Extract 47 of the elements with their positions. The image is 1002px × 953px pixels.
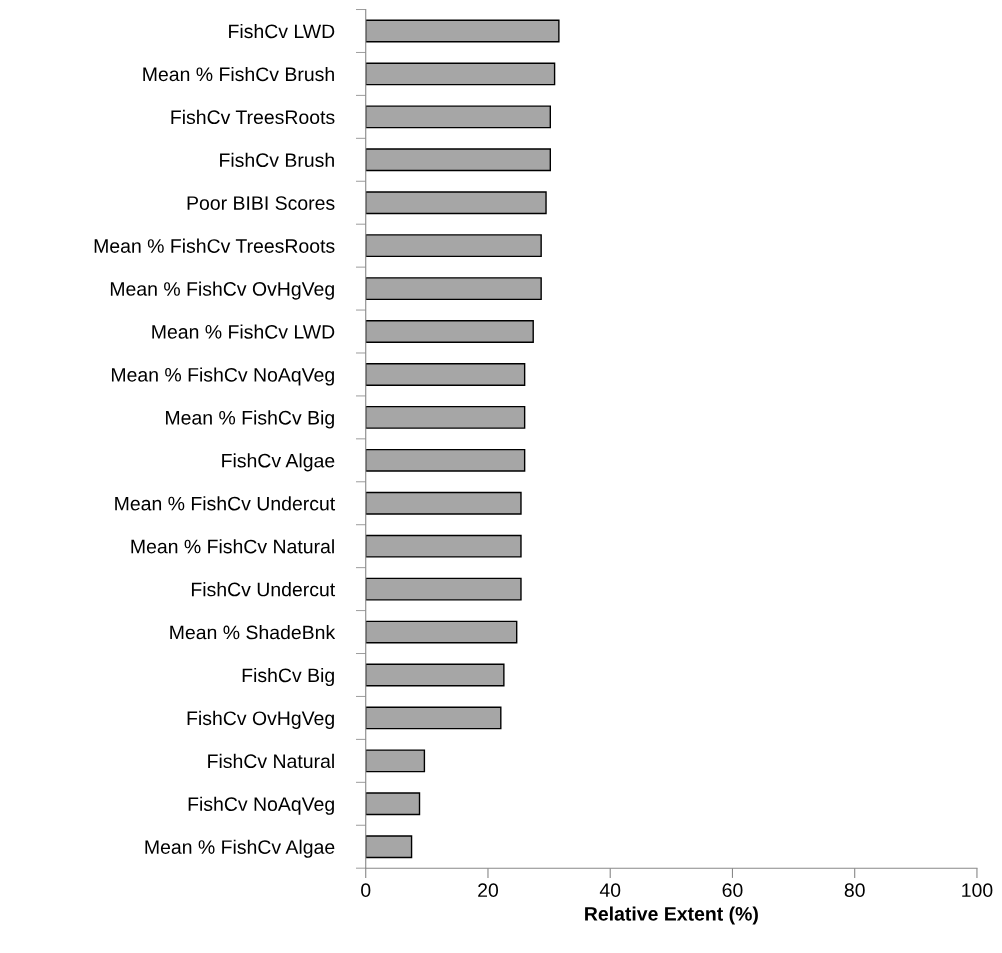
x-tick-label: 0 — [361, 883, 371, 898]
bar — [365, 234, 542, 258]
bar — [365, 835, 413, 859]
y-tick-label: FishCv Brush — [220, 152, 334, 168]
bar — [365, 277, 542, 301]
bar — [365, 191, 547, 215]
y-tick-label: Mean % ShadeBnk — [170, 625, 336, 640]
y-tick-label: FishCv Natural — [208, 753, 334, 769]
bar — [365, 405, 526, 429]
bar — [365, 19, 560, 43]
x-axis-title: Relative Extent (%) — [585, 906, 758, 925]
bar — [365, 320, 534, 343]
y-tick-label: Poor BIBI Scores — [187, 196, 335, 210]
y-tick-label: FishCv TreesRoots — [171, 109, 335, 125]
x-tick-label: 40 — [599, 883, 621, 898]
y-tick-label: FishCv OvHgVeg — [187, 710, 334, 729]
bar — [365, 749, 426, 773]
bar — [365, 663, 505, 687]
y-tick-label: Mean % FishCv Brush — [143, 66, 334, 82]
x-tick-label: 60 — [722, 883, 743, 898]
y-tick-label: Mean % FishCv OvHgVeg — [110, 281, 334, 300]
x-tick-label: 100 — [962, 883, 993, 898]
y-tick-label: Mean % FishCv LWD — [152, 324, 335, 339]
y-tick-label: FishCv Undercut — [191, 582, 336, 597]
y-tick-label: Mean % FishCv Natural — [131, 539, 334, 554]
bar — [365, 448, 526, 472]
y-tick-label: FishCv LWD — [229, 23, 335, 39]
bar — [365, 62, 556, 86]
bar — [365, 105, 552, 129]
x-tick-label: 80 — [844, 883, 865, 898]
bar — [365, 148, 552, 172]
bar — [365, 534, 522, 558]
y-tick-label: Mean % FishCv NoAqVeg — [111, 367, 334, 386]
y-tick-label: FishCv NoAqVeg — [188, 796, 334, 815]
y-tick-label: FishCv Big — [242, 667, 334, 687]
bar — [365, 491, 522, 515]
bar — [365, 706, 502, 730]
y-tick-label: FishCv Algae — [222, 453, 335, 472]
bar — [365, 577, 522, 601]
y-tick-label: Mean % FishCv Big — [166, 410, 334, 429]
y-tick-label: Mean % FishCv Undercut — [115, 496, 336, 511]
y-tick-label: Mean % FishCv TreesRoots — [94, 238, 335, 253]
bar — [365, 792, 421, 816]
x-tick-label: 20 — [478, 883, 499, 898]
y-tick-label: Mean % FishCv Algae — [145, 839, 335, 858]
bar — [365, 363, 526, 386]
bar — [365, 620, 518, 644]
